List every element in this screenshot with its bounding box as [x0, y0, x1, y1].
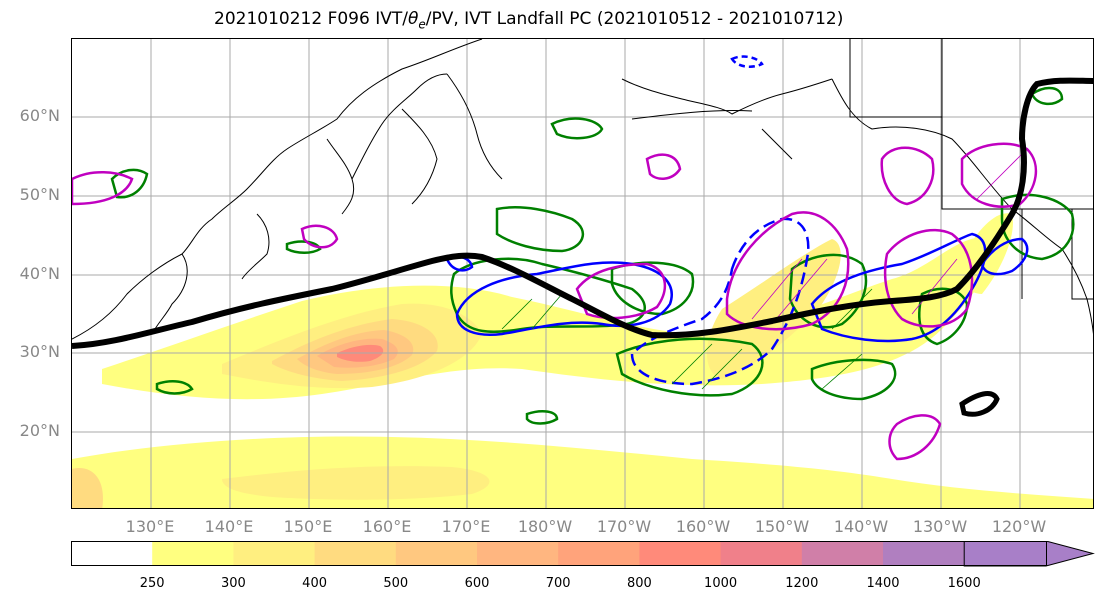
colorbar-swatch [314, 541, 397, 566]
colorbar-tick-label: 700 [545, 576, 571, 591]
colorbar-swatch [883, 541, 965, 566]
colorbar-swatch [71, 541, 153, 566]
hatching [501, 288, 873, 390]
colorbar-swatch [395, 541, 478, 566]
lon-label-120w: 120°W [991, 517, 1047, 536]
colorbar-tick-label: 600 [464, 576, 490, 591]
ivt-axis-loop [959, 391, 1000, 417]
lon-label-140w: 140°W [833, 517, 889, 536]
colorbar-tick-label: 1600 [947, 576, 981, 591]
colorbar-swatch [963, 541, 1095, 567]
lon-label-170e: 170°E [441, 517, 491, 536]
colorbar [71, 541, 1095, 567]
lon-label-150e: 150°E [283, 517, 333, 536]
colorbar-tick-label: 1000 [704, 576, 738, 591]
colorbar-swatch [233, 541, 316, 566]
map-canvas [72, 39, 1093, 508]
lat-label-60n: 60°N [19, 106, 60, 125]
colorbar-swatch [477, 541, 559, 566]
colorbar-tick-label: 250 [139, 576, 165, 591]
title-theta: θ [407, 9, 419, 29]
lon-label-150w: 150°W [754, 517, 810, 536]
map-title: 2021010212 F096 IVT/θe/PV, IVT Landfall … [214, 9, 843, 31]
colorbar-swatch [152, 541, 234, 566]
lon-label-180w: 180°W [517, 517, 573, 536]
colorbar-swatches [71, 541, 1095, 567]
colorbar-swatch [558, 541, 640, 566]
lon-label-130w: 130°W [912, 517, 968, 536]
lon-label-160e: 160°E [362, 517, 412, 536]
title-suffix: /PV, IVT Landfall PC (2021010512 - 20210… [425, 9, 844, 29]
lon-label-140e: 140°E [204, 517, 254, 536]
colorbar-tick-label: 1400 [866, 576, 900, 591]
colorbar-tick-label: 300 [220, 576, 246, 591]
colorbar-swatch [720, 541, 803, 566]
colorbar-tick-label: 500 [383, 576, 409, 591]
title-prefix: 2021010212 F096 IVT/ [214, 9, 408, 29]
lon-label-130e: 130°E [125, 517, 175, 536]
colorbar-tick-label: 800 [626, 576, 652, 591]
lat-label-50n: 50°N [19, 185, 60, 204]
ivt-axis-line [72, 77, 1093, 349]
colorbar-border [71, 541, 1047, 566]
map-panel [71, 38, 1094, 509]
colorbar-swatch [801, 541, 884, 566]
colorbar-tick-label: 1200 [785, 576, 819, 591]
lat-label-20n: 20°N [19, 421, 60, 440]
hatching-magenta [751, 153, 1023, 325]
coastlines [72, 39, 1093, 340]
lat-label-40n: 40°N [19, 264, 60, 283]
colorbar-swatch [639, 541, 722, 566]
lat-label-30n: 30°N [19, 342, 60, 361]
magenta-contours [72, 142, 1038, 461]
colorbar-tick-label: 400 [302, 576, 327, 591]
lon-label-170w: 170°W [596, 517, 652, 536]
title-theta-sub: e [418, 17, 426, 32]
lon-label-160w: 160°W [675, 517, 731, 536]
